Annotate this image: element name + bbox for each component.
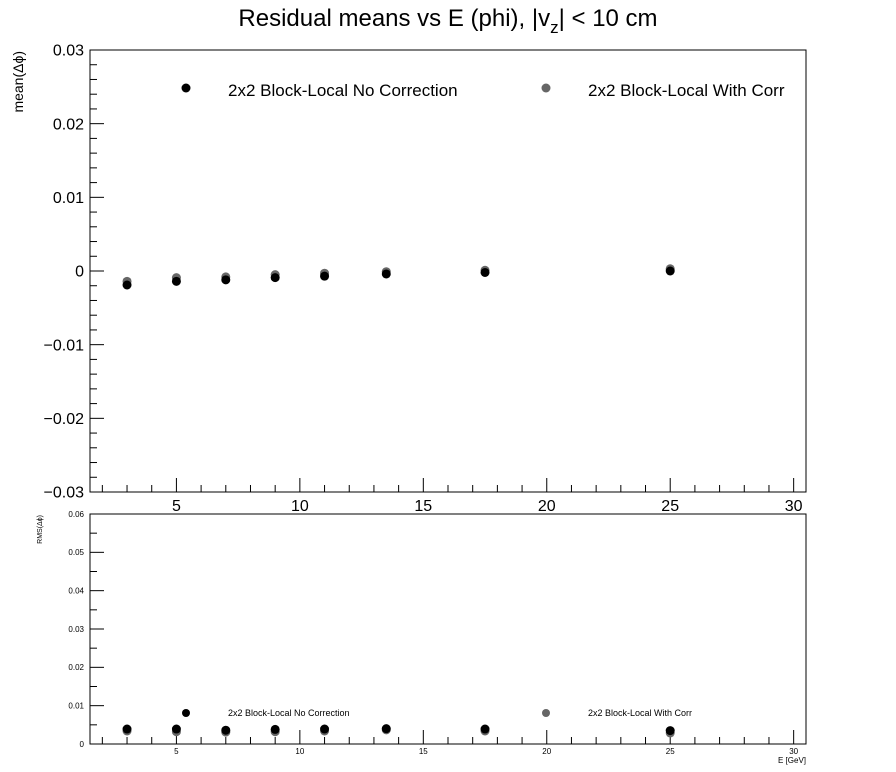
bottom-point-no-correction bbox=[320, 724, 330, 734]
bottom-y-tick-label: 0.04 bbox=[68, 586, 84, 595]
top-legend-marker-no-correction bbox=[181, 83, 191, 93]
bottom-point-no-correction bbox=[122, 724, 132, 734]
bottom-y-tick-label: 0.03 bbox=[68, 625, 84, 634]
top-x-tick-label: 25 bbox=[661, 498, 679, 515]
top-x-tick-label: 20 bbox=[538, 498, 556, 515]
top-point-no-correction bbox=[270, 273, 280, 283]
bottom-legend-label-with-corr: 2x2 Block-Local With Corr bbox=[588, 708, 692, 718]
top-y-axis-label: mean(Δϕ) bbox=[10, 51, 26, 113]
top-point-no-correction bbox=[480, 267, 490, 277]
bottom-data-points bbox=[122, 724, 675, 738]
top-panel-frame bbox=[89, 49, 807, 493]
top-legend-label-no-correction: 2x2 Block-Local No Correction bbox=[228, 81, 458, 100]
top-axes: 5 10 15 20 25 30 −0.03 −0.02 −0.01 0 0.01 0.02 0.03 bbox=[44, 43, 803, 515]
top-data-points bbox=[122, 264, 675, 290]
top-y-tick-label: 0.03 bbox=[53, 43, 84, 60]
bottom-x-tick-label: 25 bbox=[666, 747, 675, 756]
top-x-tick-label: 5 bbox=[172, 498, 181, 515]
top-point-no-correction bbox=[122, 280, 132, 290]
figure-title-tail: | < 10 cm bbox=[559, 5, 658, 32]
top-y-tick-label: −0.03 bbox=[44, 485, 85, 502]
bottom-x-tick-label: 30 bbox=[789, 747, 798, 756]
top-y-tick-label: −0.02 bbox=[44, 411, 85, 428]
top-point-no-correction bbox=[381, 269, 391, 279]
top-x-tick-label: 10 bbox=[291, 498, 309, 515]
bottom-point-no-correction bbox=[480, 724, 490, 734]
bottom-legend-label-no-correction: 2x2 Block-Local No Correction bbox=[228, 708, 350, 718]
bottom-y-tick-label: 0.05 bbox=[68, 548, 84, 557]
bottom-legend-marker-no-correction bbox=[182, 709, 190, 717]
bottom-y-tick-label: 0 bbox=[80, 740, 85, 749]
bottom-x-axis-label: E [GeV] bbox=[778, 756, 806, 765]
bottom-x-tick-label: 15 bbox=[419, 747, 428, 756]
bottom-point-no-correction bbox=[171, 724, 181, 734]
bottom-y-tick-label: 0.06 bbox=[68, 510, 84, 519]
figure-title: Residual means vs E (phi), |vz| < 10 cm bbox=[238, 5, 657, 37]
figure-title-subscript: z bbox=[550, 18, 559, 37]
top-y-tick-label: 0 bbox=[75, 264, 84, 281]
bottom-legend-marker-with-corr bbox=[542, 709, 550, 717]
bottom-axes: 5 10 15 20 25 30 0 0.01 0.02 0.03 0.04 0.05 0.06 bbox=[68, 510, 798, 756]
bottom-y-tick-label: 0.02 bbox=[68, 663, 84, 672]
top-x-tick-label: 30 bbox=[785, 498, 803, 515]
top-legend: 2x2 Block-Local No Correction 2x2 Block-… bbox=[181, 81, 785, 100]
top-x-tick-label: 15 bbox=[414, 498, 432, 515]
top-point-no-correction bbox=[320, 271, 330, 281]
bottom-point-no-correction bbox=[221, 725, 231, 735]
top-point-no-correction bbox=[221, 275, 231, 285]
bottom-y-tick-label: 0.01 bbox=[68, 701, 84, 710]
bottom-x-tick-label: 10 bbox=[295, 747, 304, 756]
bottom-point-no-correction bbox=[665, 726, 675, 736]
top-point-no-correction bbox=[171, 276, 181, 286]
top-y-tick-label: −0.01 bbox=[44, 337, 85, 354]
top-y-tick-label: 0.02 bbox=[53, 116, 84, 133]
figure-title-main: Residual means vs E (phi), |v bbox=[238, 5, 550, 32]
bottom-x-tick-label: 20 bbox=[542, 747, 551, 756]
bottom-panel-frame bbox=[89, 513, 807, 745]
bottom-y-axis-label: RMS(Δϕ) bbox=[37, 515, 44, 544]
bottom-point-no-correction bbox=[381, 724, 391, 734]
top-legend-marker-with-corr bbox=[541, 83, 551, 93]
bottom-point-no-correction bbox=[270, 724, 280, 734]
top-y-tick-label: 0.01 bbox=[53, 190, 84, 207]
top-legend-label-with-corr: 2x2 Block-Local With Corr bbox=[588, 81, 785, 100]
bottom-legend: 2x2 Block-Local No Correction 2x2 Block-… bbox=[182, 708, 692, 718]
top-point-no-correction bbox=[665, 266, 675, 276]
bottom-x-tick-label: 5 bbox=[174, 747, 179, 756]
